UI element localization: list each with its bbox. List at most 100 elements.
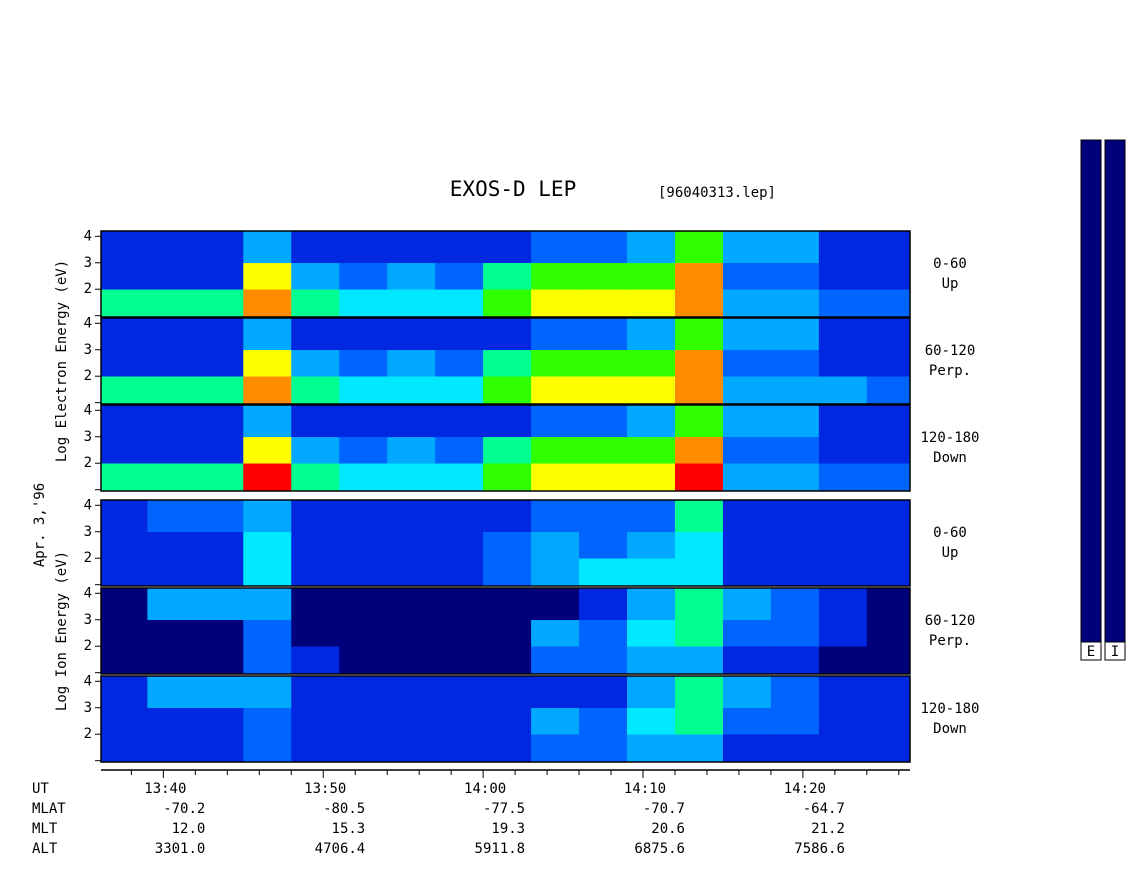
heat-cell <box>101 349 148 377</box>
heat-cell <box>243 558 292 587</box>
heat-cell <box>339 405 388 438</box>
heat-cell <box>627 318 676 351</box>
heat-cell <box>674 531 724 559</box>
colorbar <box>1104 139 1126 643</box>
heat-cell <box>818 676 868 709</box>
y-tick-label: 2 <box>84 550 92 566</box>
heat-cell <box>339 349 388 377</box>
heat-cell <box>339 231 388 264</box>
heat-cell <box>483 619 532 647</box>
heat-cell <box>483 734 532 763</box>
heat-cell <box>579 405 628 438</box>
heat-cell <box>531 349 580 377</box>
heat-cell <box>627 707 676 735</box>
heat-cell <box>770 318 820 351</box>
heat-cell <box>866 707 911 735</box>
heat-cell <box>674 707 724 735</box>
heat-cell <box>101 531 148 559</box>
heat-cell <box>483 531 532 559</box>
table-row-label: MLAT <box>32 801 66 817</box>
heat-cell <box>818 619 868 647</box>
x-tick-label: 14:20 <box>784 781 826 797</box>
heat-cell <box>195 646 244 675</box>
heat-cell <box>579 707 628 735</box>
heat-cell <box>195 500 244 533</box>
heat-cell <box>435 676 484 709</box>
heat-cell <box>339 676 388 709</box>
heat-cell <box>483 231 532 264</box>
heat-cell <box>531 289 580 318</box>
panel-sublabel: Up <box>942 545 959 561</box>
heat-cell <box>818 349 868 377</box>
heat-cell <box>866 531 911 559</box>
heat-cell <box>243 619 292 647</box>
heat-cell <box>770 500 820 533</box>
heat-cell <box>195 436 244 464</box>
y-tick-label: 4 <box>84 673 92 689</box>
heat-cell <box>770 646 820 675</box>
heat-cell <box>770 231 820 264</box>
heat-cell <box>818 734 868 763</box>
heat-cell <box>243 500 292 533</box>
heat-cell <box>195 531 244 559</box>
heat-cell <box>627 231 676 264</box>
heat-cell <box>579 376 628 405</box>
heat-cell <box>674 588 724 621</box>
heat-cell <box>818 376 868 405</box>
heat-cell <box>627 436 676 464</box>
heat-cell <box>147 231 196 264</box>
heat-cell <box>195 376 244 405</box>
heat-cell <box>435 734 484 763</box>
heat-cell <box>387 376 436 405</box>
heat-cell <box>674 349 724 377</box>
heat-cell <box>387 676 436 709</box>
heat-cell <box>483 289 532 318</box>
heat-cell <box>770 405 820 438</box>
panel-sublabel: Down <box>933 721 967 737</box>
heat-cell <box>291 676 340 709</box>
heat-cell <box>101 558 148 587</box>
heat-cell <box>770 734 820 763</box>
heat-cell <box>435 588 484 621</box>
table-row-label: MLT <box>32 821 58 837</box>
heat-cell <box>147 676 196 709</box>
heat-cell <box>866 376 911 405</box>
heat-cell <box>627 734 676 763</box>
y-tick-label: 2 <box>84 455 92 471</box>
heat-cell <box>818 463 868 492</box>
heat-cell <box>722 588 772 621</box>
heat-cell <box>579 318 628 351</box>
heat-cell <box>243 231 292 264</box>
panel-label: 0-60 <box>933 525 967 541</box>
heat-cell <box>722 531 772 559</box>
heat-cell <box>101 734 148 763</box>
heat-cell <box>147 707 196 735</box>
panel-frame <box>100 230 911 318</box>
table-cell: -70.7 <box>643 801 685 817</box>
heat-cell <box>483 588 532 621</box>
heat-cell <box>674 231 724 264</box>
heat-cell <box>866 588 911 621</box>
heat-cell <box>579 262 628 290</box>
heat-cell <box>579 289 628 318</box>
heat-cell <box>866 646 911 675</box>
heat-cell <box>387 558 436 587</box>
panel-label: 120-180 <box>920 430 979 446</box>
table-cell: -80.5 <box>323 801 365 817</box>
table-cell: 5911.8 <box>475 841 526 857</box>
heat-cell <box>531 463 580 492</box>
colorbar <box>1080 139 1102 643</box>
heat-cell <box>101 376 148 405</box>
heat-cell <box>866 349 911 377</box>
heat-cell <box>101 500 148 533</box>
heat-cell <box>579 619 628 647</box>
heat-cell <box>387 262 436 290</box>
heat-cell <box>866 558 911 587</box>
heat-cell <box>531 646 580 675</box>
heat-cell <box>531 262 580 290</box>
heat-cell <box>627 463 676 492</box>
x-tick-label: 13:40 <box>144 781 186 797</box>
heat-cell <box>531 531 580 559</box>
y-tick-label: 3 <box>84 429 92 445</box>
heat-cell <box>243 318 292 351</box>
